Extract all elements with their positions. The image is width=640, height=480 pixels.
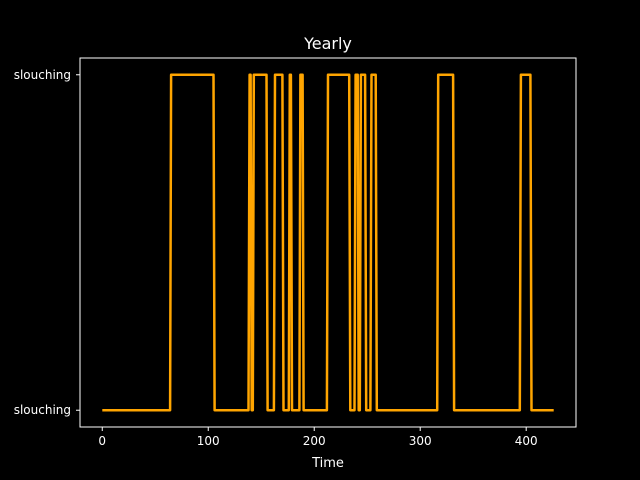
x-axis-ticks: 0 100 200 300 400 [98, 427, 538, 448]
x-tick-label: 100 [197, 434, 220, 448]
y-tick-label: slouching [14, 68, 71, 82]
x-tick-label: 300 [409, 434, 432, 448]
y-axis-ticks: slouching slouching [14, 68, 80, 417]
chart-title: Yearly [303, 34, 352, 53]
x-tick-label: 200 [303, 434, 326, 448]
x-tick-label: 400 [515, 434, 538, 448]
x-tick-label: 0 [98, 434, 106, 448]
series-line [102, 73, 554, 412]
y-tick-label: slouching [14, 403, 71, 417]
series-group [102, 73, 554, 412]
x-axis-label: Time [311, 456, 344, 471]
